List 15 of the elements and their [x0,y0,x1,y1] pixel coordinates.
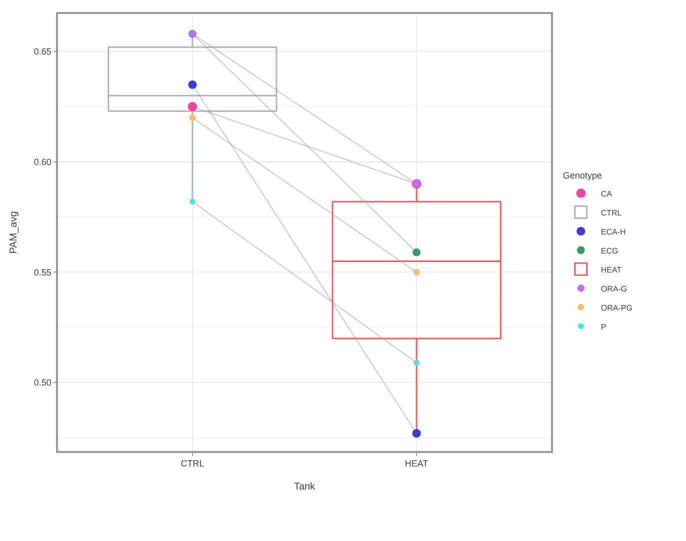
y-tick-label: 0.50 [34,378,52,388]
x-axis-title: Tank [294,482,316,493]
legend-label: ORA-PG [600,303,632,312]
legend-label: HEAT [600,265,622,274]
legend-label: ECG [600,246,618,256]
y-tick-label: 0.65 [34,46,52,57]
y-axis-title: PAM_avg [8,211,20,254]
legend-title: Genotype [562,170,602,181]
y-tick-label: 0.60 [34,157,52,168]
legend-label: ECA-H [600,227,626,236]
legend-label: CA [600,189,613,198]
legend-label: ORA-G [600,284,628,294]
legend-label: P [600,322,606,332]
y-tick-label: 0.55 [34,267,52,278]
legend-label: CTRL [600,208,622,218]
